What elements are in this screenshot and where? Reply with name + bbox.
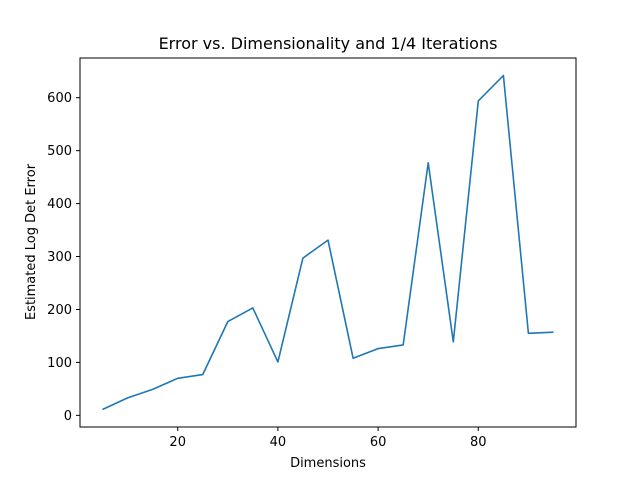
y-tick-label: 100 (47, 356, 72, 371)
y-tick-label: 600 (47, 91, 72, 106)
y-axis-ticks: 0 100 200 300 400 500 600 (47, 91, 80, 424)
x-tick-label: 80 (470, 435, 487, 450)
x-axis-ticks: 20 40 60 80 (169, 427, 487, 450)
series-layer (102, 74, 554, 411)
y-tick-label: 500 (47, 144, 72, 159)
x-tick-label: 20 (169, 435, 186, 450)
y-tick-label: 300 (47, 250, 72, 265)
x-tick-label: 40 (270, 435, 287, 450)
y-tick-label: 200 (47, 303, 72, 318)
x-axis-label: Dimensions (290, 456, 366, 471)
series-line (102, 74, 554, 411)
x-tick-label: 60 (370, 435, 387, 450)
y-tick-label: 400 (47, 197, 72, 212)
y-tick-label: 0 (64, 409, 72, 424)
y-axis-label: Estimated Log Det Error (24, 163, 39, 320)
plot-frame (79, 57, 577, 428)
chart-title: Error vs. Dimensionality and 1/4 Iterati… (159, 34, 498, 53)
